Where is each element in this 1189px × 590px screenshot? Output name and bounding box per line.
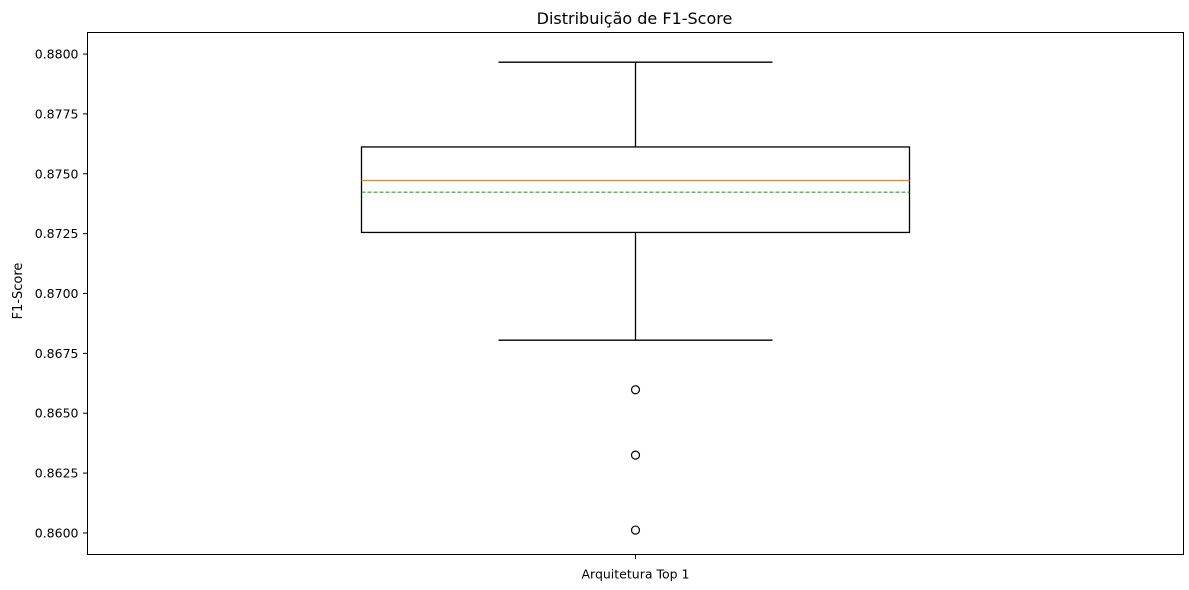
x-tick-label: Arquitetura Top 1 bbox=[581, 567, 689, 582]
y-tick-label: 0.8600 bbox=[35, 525, 79, 540]
y-tick-label: 0.8775 bbox=[35, 106, 79, 121]
chart-title: Distribuição de F1-Score bbox=[537, 9, 733, 28]
y-tick-label: 0.8650 bbox=[35, 406, 79, 421]
box-iqr bbox=[360, 146, 911, 234]
y-tick-label: 0.8725 bbox=[35, 226, 79, 241]
y-tick-label: 0.8625 bbox=[35, 466, 79, 481]
outlier-point bbox=[630, 450, 641, 460]
y-axis-label: F1-Score bbox=[11, 263, 26, 320]
y-tick-label: 0.8700 bbox=[35, 286, 79, 301]
axes-frame bbox=[87, 32, 1184, 555]
y-tick-label: 0.8750 bbox=[35, 166, 79, 181]
plot-area bbox=[360, 61, 911, 535]
y-tick-label: 0.8675 bbox=[35, 346, 79, 361]
x-axis-ticks: Arquitetura Top 1 bbox=[581, 554, 690, 582]
y-tick-label: 0.8800 bbox=[35, 47, 79, 62]
outlier-point bbox=[630, 385, 641, 395]
y-axis-ticks: 0.8600 0.8625 0.8650 0.8675 0.8700 0.8725 0.87… bbox=[35, 47, 88, 540]
outlier-point bbox=[630, 525, 641, 535]
